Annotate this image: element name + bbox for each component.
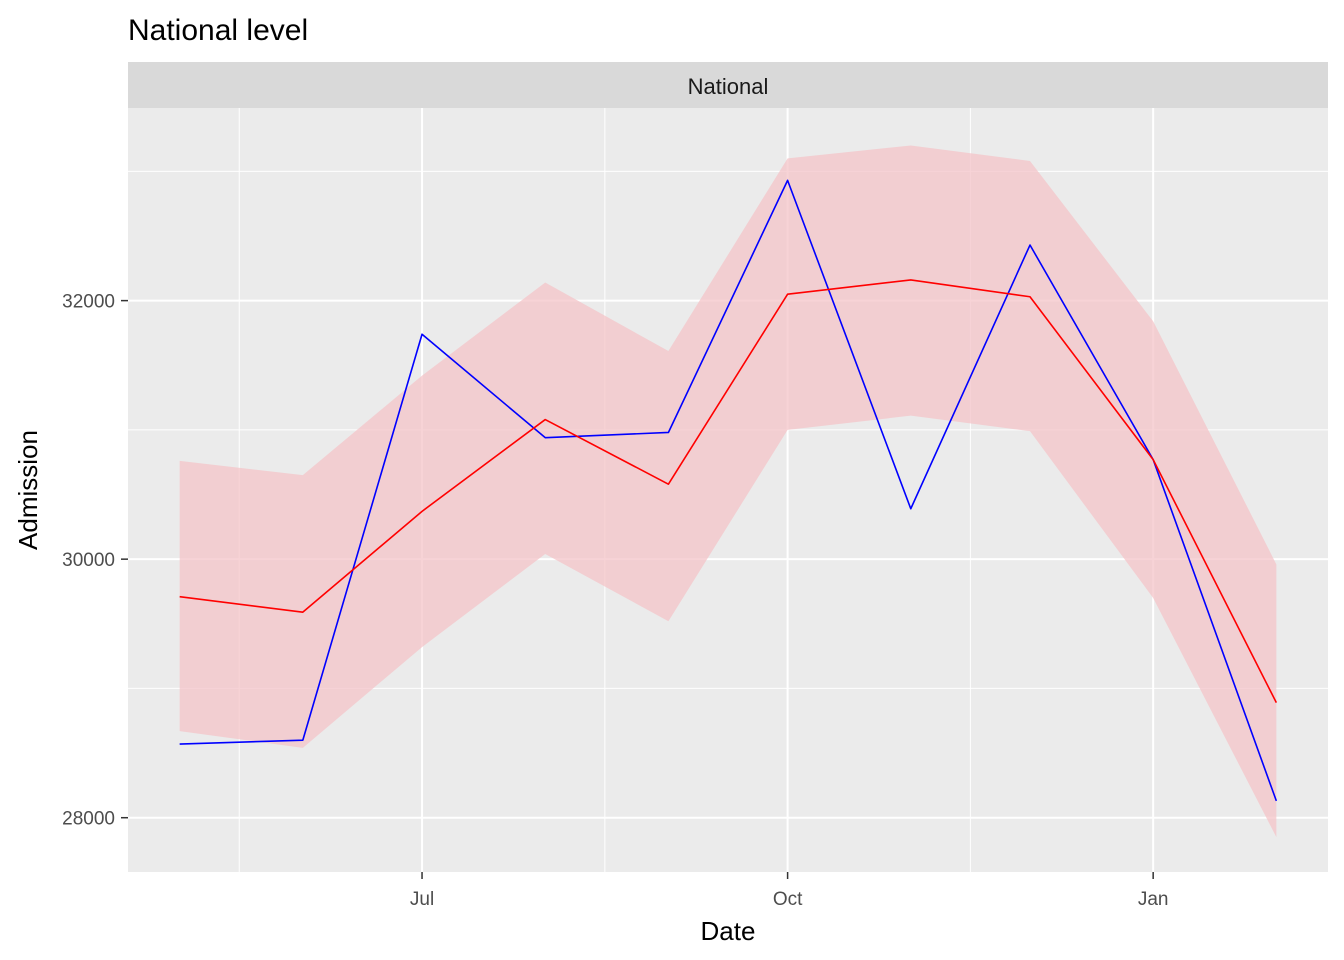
y-tick-label: 32000 xyxy=(62,292,115,313)
confidence-band-layer xyxy=(179,145,1277,838)
x-tick-label: Oct xyxy=(773,889,803,910)
x-tick-label: Jul xyxy=(410,889,434,910)
y-axis: 28000 30000 32000 xyxy=(62,292,128,830)
confidence-band xyxy=(179,145,1277,838)
y-tick-label: 28000 xyxy=(62,809,115,830)
y-axis-title: Admission xyxy=(13,430,43,550)
x-tick-label: Jan xyxy=(1138,889,1169,910)
series-line-2 xyxy=(179,279,1278,704)
series-line-1 xyxy=(179,179,1278,802)
x-axis-title: Date xyxy=(701,916,756,946)
x-axis: Jul Oct Jan xyxy=(410,872,1169,910)
facet-strip xyxy=(128,62,1328,108)
chart-title: National level xyxy=(128,14,308,47)
y-tick-label: 30000 xyxy=(62,550,115,571)
facet-strip-label: National xyxy=(688,74,769,99)
series-lines-layer xyxy=(179,179,1278,802)
